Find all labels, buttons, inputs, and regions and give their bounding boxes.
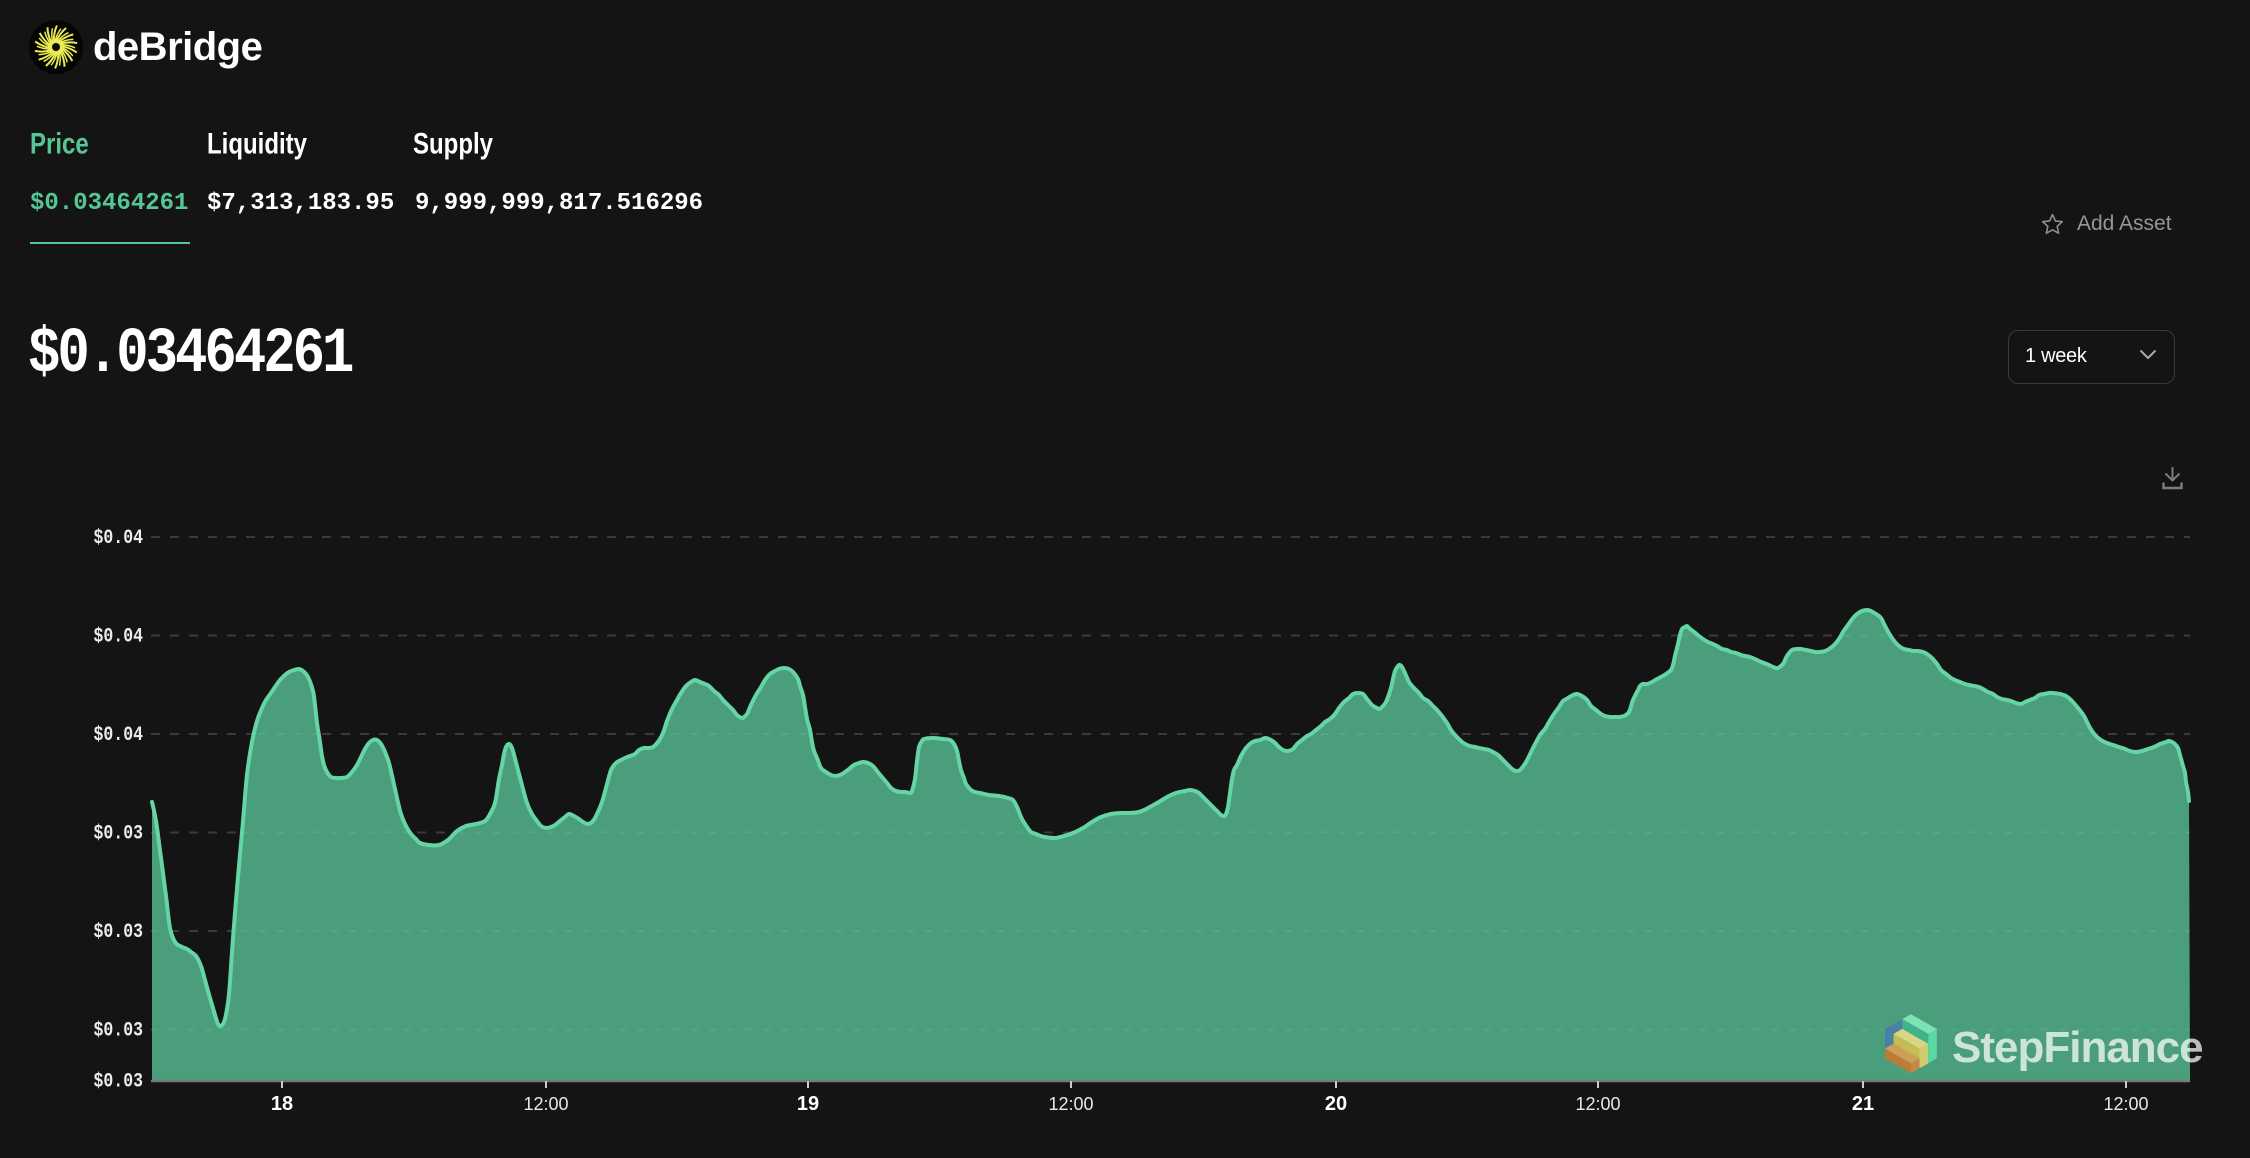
svg-text:$0.04: $0.04 [94,724,143,747]
svg-text:StepFinance: StepFinance [1952,1023,2203,1072]
svg-text:$0.03: $0.03 [94,822,143,845]
svg-text:21: 21 [1852,1093,1874,1115]
svg-text:12:00: 12:00 [1048,1094,1093,1114]
svg-text:19: 19 [797,1093,819,1115]
svg-text:$0.03: $0.03 [94,1070,143,1093]
svg-text:$0.03: $0.03 [94,1019,143,1042]
svg-text:12:00: 12:00 [1575,1094,1620,1114]
svg-text:12:00: 12:00 [523,1094,568,1114]
svg-text:18: 18 [271,1093,293,1115]
svg-text:20: 20 [1325,1093,1347,1115]
svg-text:$0.04: $0.04 [94,527,143,550]
svg-text:$0.04: $0.04 [94,625,143,648]
svg-text:$0.03: $0.03 [94,921,143,944]
svg-text:12:00: 12:00 [2103,1094,2148,1114]
